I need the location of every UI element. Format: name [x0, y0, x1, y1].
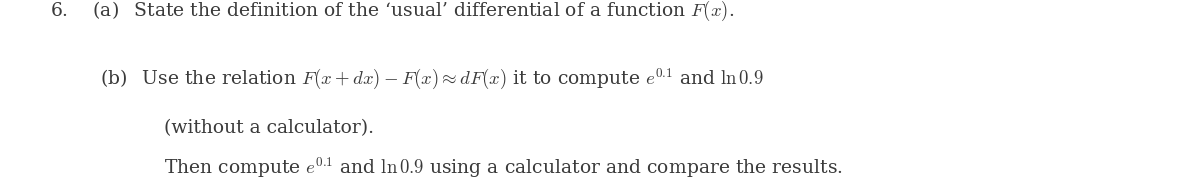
Text: 6.  (a)  State the definition of the ‘usual’ differential of a function $F(x)$.: 6. (a) State the definition of the ‘usua…	[50, 0, 734, 23]
Text: (b)  Use the relation $F(x + dx) - F(x) \approx dF(x)$ it to compute $e^{0.1}$ a: (b) Use the relation $F(x + dx) - F(x) \…	[100, 66, 763, 92]
Text: Then compute $e^{0.1}$ and $\ln 0.9$ using a calculator and compare the results.: Then compute $e^{0.1}$ and $\ln 0.9$ usi…	[164, 155, 844, 180]
Text: (without a calculator).: (without a calculator).	[164, 120, 374, 138]
